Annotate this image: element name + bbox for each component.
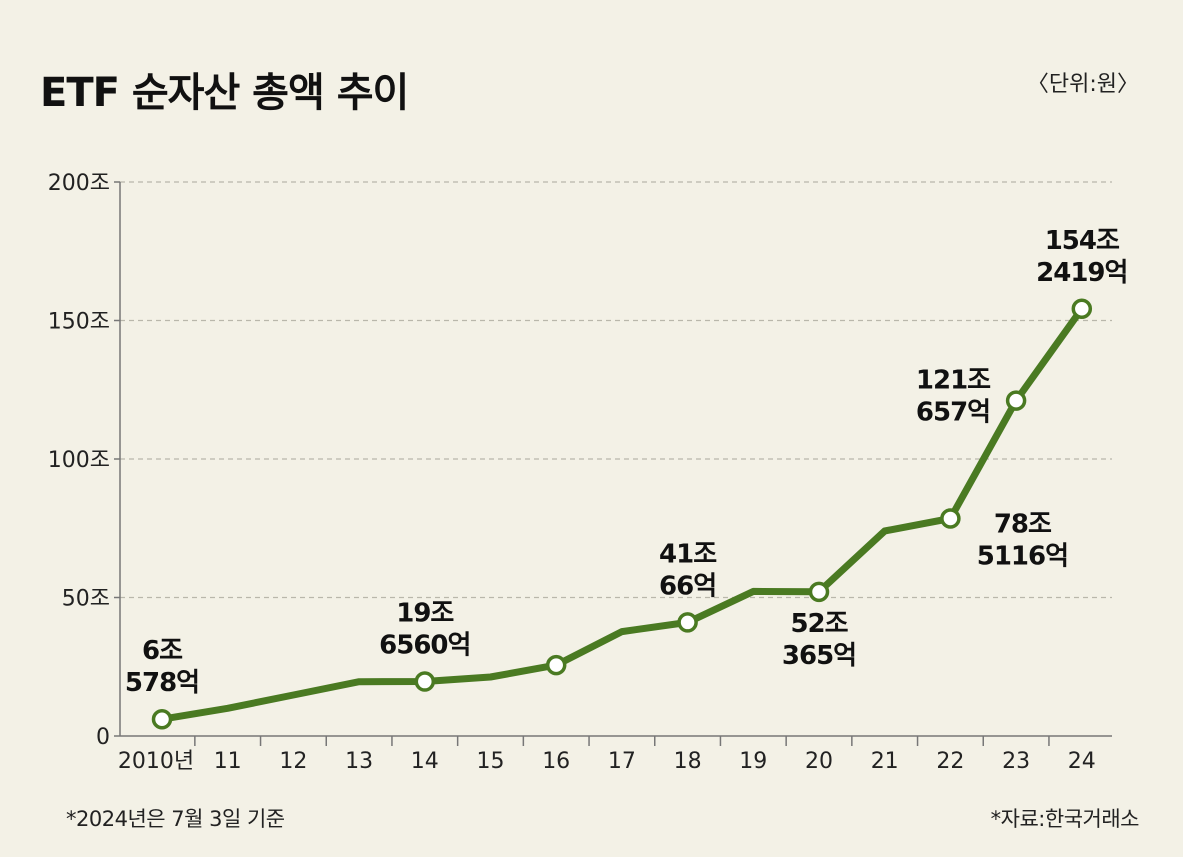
data-marker (151, 708, 173, 730)
data-marker (545, 654, 567, 676)
x-tick-label: 18 (674, 749, 702, 774)
y-tick-label: 150조 (48, 310, 110, 335)
data-label: 6조 (142, 636, 183, 666)
x-tick-label: 17 (608, 749, 636, 774)
data-marker (1071, 298, 1093, 320)
x-tick-label: 24 (1068, 749, 1096, 774)
data-label: 2419억 (1036, 258, 1127, 288)
data-label: 78조 (994, 510, 1052, 540)
data-label: 657억 (916, 398, 990, 428)
data-markers (151, 298, 1093, 730)
chart-title: ETF 순자산 총액 추이 (40, 70, 409, 116)
footnote: *2024년은 7월 3일 기준 (66, 807, 285, 831)
series-polyline (158, 305, 1086, 723)
data-marker (677, 612, 698, 633)
x-tick-label: 22 (936, 749, 964, 774)
y-tick-label: 200조 (48, 171, 110, 196)
data-label: 121조 (916, 366, 991, 396)
x-tick-label: 20 (805, 749, 833, 774)
data-marker (414, 671, 436, 692)
x-tick-label: 19 (739, 749, 767, 774)
data-marker (1005, 390, 1027, 411)
data-label: 578억 (125, 668, 199, 698)
y-axis: 0 50조 100조 150조 200조 (48, 171, 121, 750)
unit-label: 〈단위:원〉 (1026, 72, 1139, 97)
data-label: 52조 (790, 609, 848, 639)
x-tick-label: 21 (871, 749, 899, 774)
x-tick-label: 16 (542, 749, 570, 774)
x-tick-label: 13 (345, 749, 373, 774)
data-marker (808, 581, 830, 603)
x-tick-label: 14 (411, 749, 439, 774)
y-tick-label: 50조 (62, 587, 110, 612)
x-tick-label: 15 (477, 749, 505, 774)
data-label: 41조 (659, 539, 717, 569)
source-note: *자료:한국거래소 (990, 807, 1140, 831)
x-tick-label: 11 (214, 749, 242, 774)
data-label: 154조 (1045, 226, 1120, 256)
data-label: 6560억 (379, 631, 470, 661)
series-line (158, 305, 1086, 723)
data-label: 5116억 (977, 542, 1068, 572)
data-marker (940, 508, 961, 529)
y-tick-label: 0 (96, 725, 110, 750)
x-tick-label: 23 (1002, 749, 1030, 774)
data-label: 66억 (659, 571, 716, 601)
grid-lines (120, 181, 1112, 599)
x-tick-label: 2010년 (118, 749, 194, 774)
data-label: 19조 (396, 599, 454, 629)
x-tick-label: 12 (279, 749, 307, 774)
data-label: 365억 (782, 641, 856, 671)
y-tick-label: 100조 (48, 448, 110, 473)
x-axis: 2010년 11 12 13 14 15 16 17 18 19 20 21 22 23 24 (118, 735, 1112, 774)
